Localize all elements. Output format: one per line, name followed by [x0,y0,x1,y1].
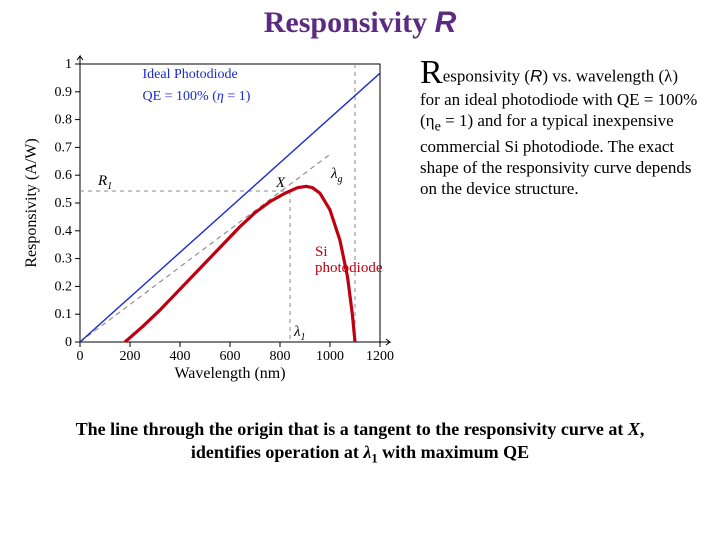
cap-X: X [628,419,640,439]
desc-dropcap: R [420,54,443,91]
desc-part1: esponsivity ( [443,66,530,85]
svg-text:400: 400 [170,349,191,364]
cap-c: identifies operation at [191,442,364,462]
svg-text:0.7: 0.7 [55,140,73,155]
desc-part2: ) vs. wavelength ( [542,66,664,85]
page-title: Responsivity R [0,6,720,40]
svg-text:Responsivity (A/W): Responsivity (A/W) [23,138,40,267]
svg-text:0.8: 0.8 [55,113,73,128]
title-symbol: R [435,6,457,39]
svg-text:0.1: 0.1 [55,307,73,322]
svg-text:800: 800 [270,349,291,364]
cap-a: The line through the origin that is a ta… [76,419,628,439]
svg-text:0.9: 0.9 [55,85,73,100]
responsivity-chart: 0 0.1 0.2 0.3 0.4 0.5 0.6 0.7 0.8 0.9 1 0 200 400 600 8… [20,52,410,392]
svg-text:0: 0 [77,349,84,364]
svg-text:1000: 1000 [316,349,344,364]
caption-text: The line through the origin that is a ta… [40,418,680,467]
svg-text:Ideal Photodiode: Ideal Photodiode [143,67,238,82]
cap-d: with maximum QE [378,442,530,462]
svg-text:photodiode: photodiode [315,260,383,276]
desc-part5: = 1) and for a typical inexpensive comme… [420,111,691,199]
title-prefix: Responsivity [264,6,435,39]
svg-text:0.3: 0.3 [55,252,73,267]
svg-text:QE = 100% (η = 1): QE = 100% (η = 1) [143,89,251,104]
svg-text:0.4: 0.4 [55,224,73,239]
description-text: Responsivity (R) vs. wavelength (λ) for … [420,58,700,200]
desc-R: R [530,66,542,85]
cap-b: , [640,419,645,439]
svg-text:0.6: 0.6 [55,168,73,183]
svg-text:X: X [275,175,286,191]
svg-text:200: 200 [120,349,141,364]
svg-text:600: 600 [220,349,241,364]
desc-eta: η [426,111,435,130]
svg-text:0: 0 [65,335,72,350]
svg-text:Si: Si [315,244,328,260]
svg-text:0.5: 0.5 [55,196,73,211]
svg-text:Wavelength (nm): Wavelength (nm) [174,365,285,382]
svg-text:1200: 1200 [366,349,394,364]
svg-text:1: 1 [65,57,72,72]
svg-text:0.2: 0.2 [55,279,73,294]
